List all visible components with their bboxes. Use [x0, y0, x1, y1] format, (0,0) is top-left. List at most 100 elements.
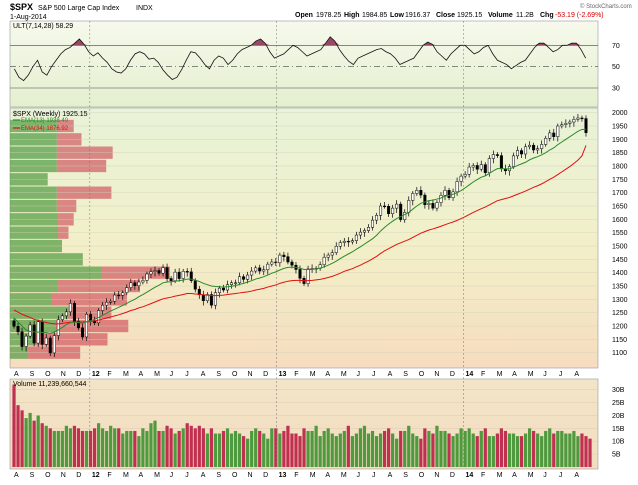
volume-bar	[133, 430, 137, 467]
x-label-bottom-30: F	[481, 472, 485, 479]
volume-bar	[588, 438, 592, 467]
volume-bar	[511, 433, 516, 467]
volume-bar	[560, 430, 564, 467]
candle-body	[387, 206, 391, 214]
x-label-top-22: J	[356, 371, 360, 378]
x-label-top-1: S	[30, 371, 35, 378]
volume-bar	[44, 425, 48, 467]
candle-body	[516, 150, 520, 157]
volume-bar	[532, 430, 536, 467]
volume-bar	[467, 428, 471, 467]
volume-bar	[310, 430, 314, 467]
volume-tick-10B: 10B	[612, 439, 625, 446]
volume-bar	[419, 438, 423, 467]
volume-bar	[278, 433, 282, 467]
x-label-bottom-9: M	[154, 472, 160, 479]
volume-bar	[314, 425, 318, 467]
volume-bar	[109, 425, 113, 467]
volume-bar	[338, 433, 342, 467]
chg-value: -53.19 (-2.69%)	[555, 12, 604, 19]
candle-body	[439, 195, 443, 203]
volume-bar	[113, 428, 117, 467]
volume-bar	[346, 425, 350, 467]
candle-body	[350, 240, 354, 243]
volume-bar	[80, 430, 85, 467]
candle-body	[366, 227, 370, 231]
candle-body	[205, 294, 209, 301]
volume-bar	[330, 433, 334, 467]
candle-body	[185, 271, 189, 273]
volume-bar	[459, 428, 463, 467]
close-label: Close	[436, 12, 455, 19]
candle-body	[435, 202, 439, 209]
volume-bar	[407, 425, 411, 467]
volume-bar	[507, 433, 512, 467]
x-label-bottom-18: F	[294, 472, 298, 479]
candle-body	[576, 117, 580, 120]
volume-bar	[564, 433, 568, 467]
x-label-bottom-24: A	[388, 472, 393, 479]
candle-body	[105, 302, 109, 306]
volume-bar	[32, 420, 36, 467]
x-label-top-17: 13	[279, 371, 287, 378]
rsi-level-label-70: 70	[612, 43, 620, 50]
x-label-bottom-32: A	[512, 472, 517, 479]
x-label-bottom-27: N	[434, 472, 439, 479]
candle-body	[221, 287, 225, 291]
candle-body	[326, 254, 330, 258]
x-label-bottom-35: J	[559, 472, 563, 479]
x-label-bottom-1: S	[30, 472, 35, 479]
volume-bar	[451, 436, 455, 467]
volume-bar	[431, 433, 435, 467]
x-label-top-20: A	[325, 371, 330, 378]
x-label-top-15: N	[248, 371, 253, 378]
x-label-bottom-34: J	[543, 472, 547, 479]
candle-body	[230, 282, 234, 285]
volume-bar	[584, 436, 588, 467]
volume-bar	[246, 438, 250, 467]
volume-bar	[177, 430, 181, 467]
x-label-top-28: D	[450, 371, 455, 378]
x-label-top-6: F	[107, 371, 111, 378]
volume-bar	[185, 423, 189, 467]
candle-body	[338, 242, 342, 247]
chg-label: Chg	[540, 12, 554, 19]
candle-body	[479, 164, 483, 170]
volume-bar	[68, 428, 73, 467]
candle-body	[80, 327, 84, 338]
candle-body	[189, 271, 193, 281]
candle-body	[548, 132, 552, 139]
candle-body	[447, 190, 451, 198]
x-label-top-5: 12	[92, 371, 100, 378]
candle-body	[173, 271, 177, 281]
x-label-top-18: F	[294, 371, 298, 378]
volume-bar	[503, 430, 508, 467]
x-label-bottom-33: M	[528, 472, 534, 479]
candle-body	[169, 278, 173, 281]
price-tick-1450: 1450	[612, 257, 628, 264]
price-tick-1750: 1750	[612, 177, 628, 184]
x-label-bottom-4: D	[76, 472, 81, 479]
candle-body	[556, 125, 560, 137]
candle-body	[342, 240, 346, 243]
candle-body	[262, 269, 266, 272]
x-label-top-13: S	[216, 371, 221, 378]
candle-body	[56, 319, 60, 336]
candle-body	[358, 231, 362, 236]
rsi-level-label-30: 30	[612, 86, 620, 93]
price-tick-1550: 1550	[612, 230, 628, 237]
x-label-top-0: A	[14, 371, 19, 378]
candle-body	[330, 252, 334, 256]
x-label-top-36: A	[574, 371, 579, 378]
volume-bar	[487, 436, 491, 467]
x-label-top-21: M	[341, 371, 347, 378]
candle-body	[44, 337, 48, 345]
candle-body	[197, 288, 201, 296]
volume-bar	[72, 425, 77, 467]
candle-body	[483, 164, 487, 173]
volume-bar	[209, 428, 213, 467]
x-label-top-27: N	[434, 371, 439, 378]
price-tick-2000: 2000	[612, 110, 628, 117]
price-tick-1950: 1950	[612, 124, 628, 131]
x-label-top-29: 14	[465, 371, 473, 378]
